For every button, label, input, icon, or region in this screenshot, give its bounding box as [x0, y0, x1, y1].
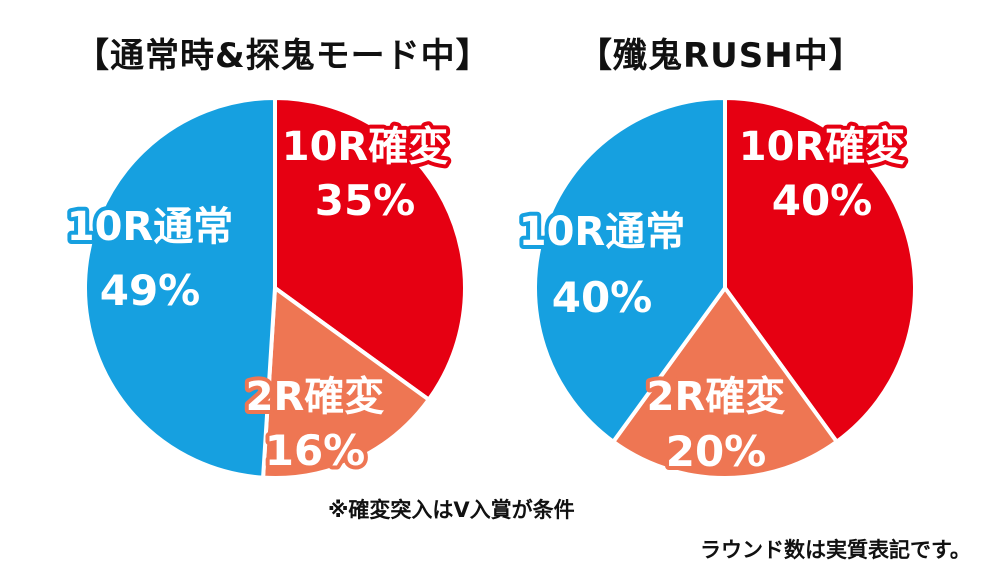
pie-slice-normal-10r-kakuhen [273, 96, 467, 402]
slice-label-name-normal-2r-kakuhen: 2R確変 [246, 374, 385, 420]
slice-label-percent-rush-10r-kakuhen: 40% [772, 176, 873, 225]
slice-label-percent-normal-2r-kakuhen: 16% [265, 426, 366, 475]
slice-label-name-normal-10r-kakuhen: 10R確変 [282, 124, 448, 170]
pie-slice-rush-2r-kakuhen [611, 286, 839, 480]
slice-label-name-rush-10r-tsujo: 10R通常 [519, 209, 685, 255]
slice-label-percent-normal-10r-tsujo: 49% [100, 266, 201, 315]
pie-slice-normal-2r-kakuhen [261, 286, 431, 480]
pie-slice-rush-10r-kakuhen [723, 96, 917, 444]
slice-label-percent-rush-10r-tsujo: 40% [552, 273, 653, 322]
pie-slice-rush-10r-tsujo [533, 96, 727, 444]
footnote-v-entry: ※確変突入はV入賞が条件 [328, 498, 575, 522]
chart-title-normal-mode: 【通常時&探鬼モード中】 [75, 36, 491, 76]
chart-title-rush-mode: 【殲鬼RUSH中】 [578, 36, 864, 76]
slice-label-percent-normal-10r-kakuhen: 35% [315, 176, 416, 225]
footnote-round-count: ラウンド数は実質表記です。 [700, 538, 971, 562]
pie-slice-normal-10r-tsujo [83, 96, 277, 480]
slice-label-name-rush-2r-kakuhen: 2R確変 [647, 374, 786, 420]
slice-label-name-rush-10r-kakuhen: 10R確変 [739, 124, 905, 170]
slice-label-percent-rush-2r-kakuhen: 20% [666, 427, 767, 476]
slice-label-name-normal-10r-tsujo: 10R通常 [67, 204, 233, 250]
